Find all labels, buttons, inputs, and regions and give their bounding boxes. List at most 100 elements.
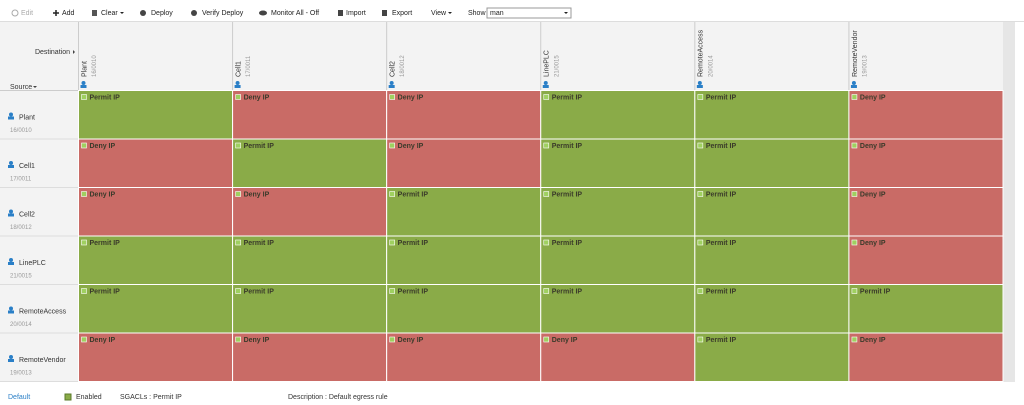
matrix-cell[interactable] [848,332,1004,382]
group-icon [9,258,13,262]
import-button[interactable]: Import [346,10,366,17]
cell-policy: Deny IP [398,337,424,344]
default-link[interactable]: Default [8,394,30,401]
matrix-cell[interactable] [694,235,850,285]
cell-checkbox [543,336,550,343]
cell-checkbox [851,336,858,343]
cell-policy: Permit IP [90,94,121,101]
column-tag: 16/0010 [92,55,98,77]
matrix-cell[interactable] [386,138,542,188]
matrix-cell[interactable] [848,138,1004,188]
column-name: RemoteVendor [852,30,859,77]
cell-checkbox [851,288,858,294]
cell-policy: Permit IP [860,288,891,295]
monitor-button[interactable]: Monitor All - Off [271,10,319,17]
group-icon [696,85,703,88]
cell-policy: Deny IP [552,337,578,344]
matrix-cell[interactable] [232,138,388,188]
source-label: Source [10,84,32,91]
cell-checkbox [235,239,241,246]
column-tag: 17/0011 [246,55,252,77]
group-icon [9,306,13,311]
matrix-cell[interactable] [232,187,388,237]
matrix-cell[interactable] [540,332,696,382]
show-select[interactable] [486,7,572,19]
cell-policy: Deny IP [860,94,886,101]
matrix-cell[interactable] [694,332,850,382]
cell-policy: Permit IP [398,240,429,247]
deploy-button[interactable]: Deploy [151,10,173,17]
cell-checkbox [697,94,704,100]
matrix-cell[interactable] [386,332,542,382]
clear-button[interactable]: Clear [101,10,118,17]
matrix-cell[interactable] [848,90,1004,140]
matrix-cell[interactable] [540,284,696,334]
group-icon [542,85,549,88]
group-icon [8,213,14,217]
matrix-cell[interactable] [694,187,850,237]
column-name: LinePLC [544,50,551,77]
matrix-cell[interactable] [694,138,850,188]
cell-checkbox [543,239,550,246]
matrix-cell[interactable] [78,138,234,188]
cell-checkbox [389,288,395,294]
dropdown-arrow [564,12,568,14]
cell-policy: Deny IP [860,143,886,150]
matrix-cell[interactable] [386,90,542,140]
row-name: LinePLC [19,260,46,267]
cell-policy: Deny IP [398,94,424,101]
row-name: Cell1 [19,163,35,170]
cell-policy: Deny IP [90,191,116,198]
destination-arrow [73,50,75,54]
cell-policy: Permit IP [90,288,121,295]
matrix-cell[interactable] [848,235,1004,285]
destination-label: Destination [35,49,70,56]
add-button[interactable]: Add [62,10,75,17]
group-icon [388,85,395,88]
cell-policy: Permit IP [706,143,737,150]
export-button[interactable]: Export [392,10,412,17]
cell-checkbox [389,191,395,197]
group-icon [9,161,13,165]
matrix-cell[interactable] [540,235,696,285]
cell-checkbox [389,336,395,343]
verify-deploy-button[interactable]: Verify Deploy [202,10,244,17]
cell-checkbox [697,336,704,343]
cell-policy: Permit IP [90,240,121,247]
cell-checkbox [851,191,858,197]
edit-button[interactable]: Edit [21,10,33,17]
enabled-label: Enabled [76,394,102,401]
matrix-cell[interactable] [386,284,542,334]
view-button[interactable]: View [431,10,447,17]
matrix-cell[interactable] [848,187,1004,237]
matrix-cell[interactable] [386,187,542,237]
matrix-cell[interactable] [386,235,542,285]
matrix-cell[interactable] [232,284,388,334]
row-tag: 21/0015 [10,274,32,280]
matrix-cell[interactable] [848,284,1004,334]
matrix-cell[interactable] [694,90,850,140]
clear-icon [92,10,97,16]
source-arrow [33,86,37,88]
matrix-cell[interactable] [232,332,388,382]
column-name: Plant [81,61,88,77]
cell-checkbox [697,239,704,246]
cell-policy: Permit IP [706,288,737,295]
column-name: RemoteAccess [698,29,705,77]
enabled-icon [64,393,72,401]
matrix-cell[interactable] [78,187,234,237]
toolbar: Edit Add Clear Deploy Verify Deploy Moni… [11,7,572,19]
matrix-cell[interactable] [78,235,234,285]
verify-icon [191,10,197,16]
cell-policy: Deny IP [244,191,270,198]
cell-checkbox [697,288,704,294]
matrix-cell[interactable] [78,90,234,140]
row-tag: 19/0013 [10,371,32,377]
row-name: Plant [19,114,35,121]
scrollbar [1003,22,1015,382]
cell-policy: Deny IP [244,94,270,101]
column-name: Cell2 [390,61,397,77]
cell-policy: Permit IP [398,191,429,198]
cell-policy: Permit IP [552,94,583,101]
matrix-cell[interactable] [78,332,234,382]
